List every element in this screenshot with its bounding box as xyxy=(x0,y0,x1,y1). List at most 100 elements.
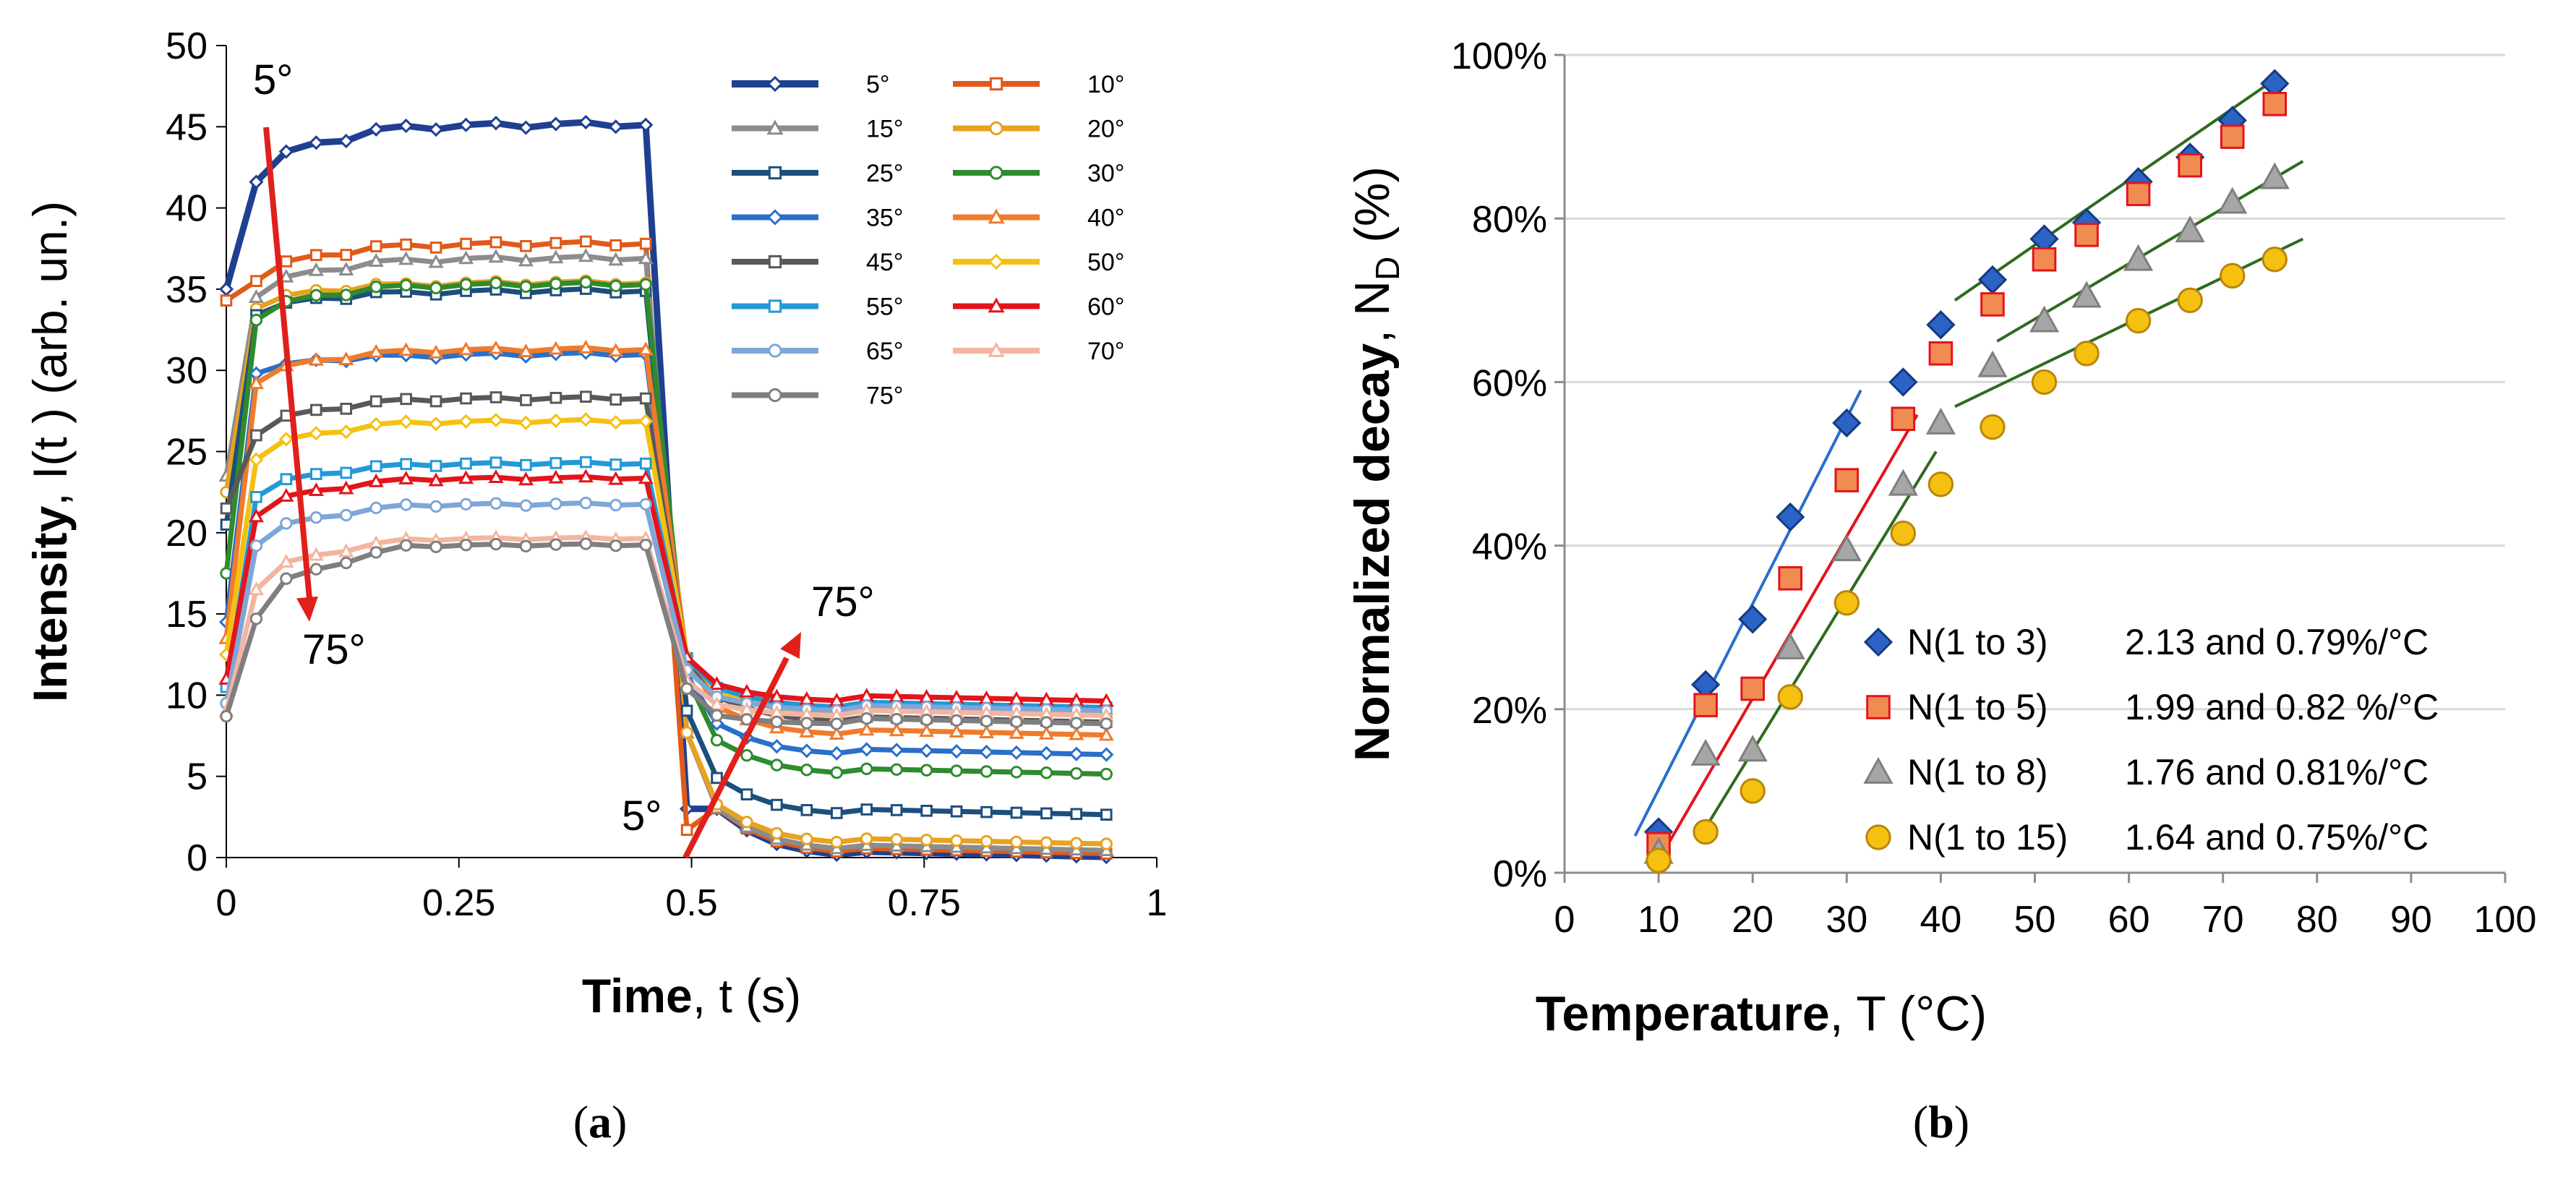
data-point xyxy=(739,683,755,698)
data-point xyxy=(1890,520,1917,547)
data-point xyxy=(769,739,784,754)
x-tick-label: 70 xyxy=(2202,899,2244,941)
x-tick-label: 0.5 xyxy=(665,882,717,924)
arrow-shaft-bottom xyxy=(682,657,790,859)
data-point xyxy=(980,765,993,778)
data-point xyxy=(1738,604,1768,634)
arrow-head-bottom xyxy=(780,632,801,659)
data-point xyxy=(460,457,472,470)
data-point xyxy=(1977,350,2008,377)
legend-marker xyxy=(768,388,782,403)
data-point xyxy=(399,539,413,552)
data-point xyxy=(249,452,264,467)
legend-marker xyxy=(768,255,782,269)
data-point xyxy=(609,239,622,252)
data-point xyxy=(280,572,293,585)
data-point xyxy=(1070,717,1083,730)
data-point xyxy=(280,255,293,268)
data-point xyxy=(769,688,784,703)
y-axis-label-bold: Normalized decay xyxy=(1345,343,1400,761)
data-point xyxy=(458,414,474,429)
x-tick-label: 0.25 xyxy=(422,882,495,924)
data-point xyxy=(2220,262,2246,289)
annotation-top-start: 5° xyxy=(253,56,293,103)
legend-slope: 1.76 and 0.81%/°C xyxy=(2125,752,2429,792)
data-point xyxy=(638,250,654,265)
data-point xyxy=(2178,153,2202,178)
data-point xyxy=(711,772,723,785)
x-tick-label: 60 xyxy=(2108,899,2150,941)
data-point xyxy=(919,689,935,703)
data-point xyxy=(830,835,843,849)
data-point xyxy=(710,709,724,722)
data-point xyxy=(398,118,414,134)
data-point xyxy=(889,743,904,758)
data-point xyxy=(980,805,993,819)
x-axis-label: Temperature, T (°C) xyxy=(1536,986,1987,1041)
y-tick-label: 35 xyxy=(166,269,207,311)
y-axis-label-subscript: D xyxy=(1369,257,1406,281)
data-point xyxy=(429,500,442,513)
data-point xyxy=(220,502,233,515)
y-tick-label: 20 xyxy=(166,513,207,555)
data-point xyxy=(400,393,412,406)
legend-marker xyxy=(768,299,782,313)
data-point xyxy=(709,676,725,691)
data-point xyxy=(680,704,693,717)
y-tick-label: 10 xyxy=(166,675,207,717)
data-point xyxy=(609,393,622,406)
data-point xyxy=(488,116,504,131)
y-axis-label: Normalized decay, ND (%) xyxy=(1345,166,1406,761)
data-point xyxy=(639,497,652,511)
y-tick-label: 25 xyxy=(166,432,207,474)
data-point xyxy=(369,281,382,294)
y-tick-label: 40% xyxy=(1472,526,1547,568)
data-point xyxy=(770,758,784,772)
data-point xyxy=(398,251,414,265)
data-point xyxy=(1888,367,1918,397)
data-point xyxy=(429,281,442,295)
data-point xyxy=(680,682,693,696)
data-point xyxy=(1831,534,1862,562)
data-point xyxy=(519,499,533,512)
data-point xyxy=(608,414,623,430)
data-point xyxy=(489,276,502,290)
data-point xyxy=(579,537,592,550)
data-point xyxy=(579,390,592,403)
legend-marker xyxy=(766,119,784,135)
data-point xyxy=(310,468,322,480)
data-point xyxy=(949,689,964,704)
data-point xyxy=(310,403,322,416)
data-point xyxy=(428,344,444,359)
data-point xyxy=(890,712,903,726)
x-axis-label-bold: Temperature xyxy=(1536,986,1830,1041)
chart-b: 0% 20% 40% 60% 80% 100% 0 10 20 30 40 50 60 70 80 90 100… xyxy=(1345,35,2536,1041)
legend-marker xyxy=(766,75,784,93)
data-point xyxy=(338,351,354,366)
data-point xyxy=(459,278,473,291)
data-point xyxy=(2032,247,2057,272)
legend-label: 60° xyxy=(1087,294,1124,321)
data-point xyxy=(639,538,652,552)
data-point xyxy=(248,289,264,304)
data-point xyxy=(2123,244,2154,271)
data-point xyxy=(518,120,534,135)
data-point xyxy=(459,538,473,552)
data-point xyxy=(489,537,502,551)
data-point xyxy=(740,788,753,800)
data-point xyxy=(890,804,903,816)
data-point xyxy=(639,278,652,291)
data-point xyxy=(1069,746,1084,761)
data-point xyxy=(799,723,815,738)
data-point xyxy=(1010,715,1023,728)
legend-label: 35° xyxy=(866,205,903,232)
data-point xyxy=(2262,247,2288,273)
legend-label: 75° xyxy=(866,382,903,410)
x-tick-label: 40 xyxy=(1920,899,1961,941)
data-point xyxy=(250,275,262,287)
data-point xyxy=(549,497,562,510)
y-tick-label: 45 xyxy=(166,106,207,148)
data-point xyxy=(1010,766,1023,779)
data-point xyxy=(919,743,934,758)
data-point xyxy=(429,395,442,408)
